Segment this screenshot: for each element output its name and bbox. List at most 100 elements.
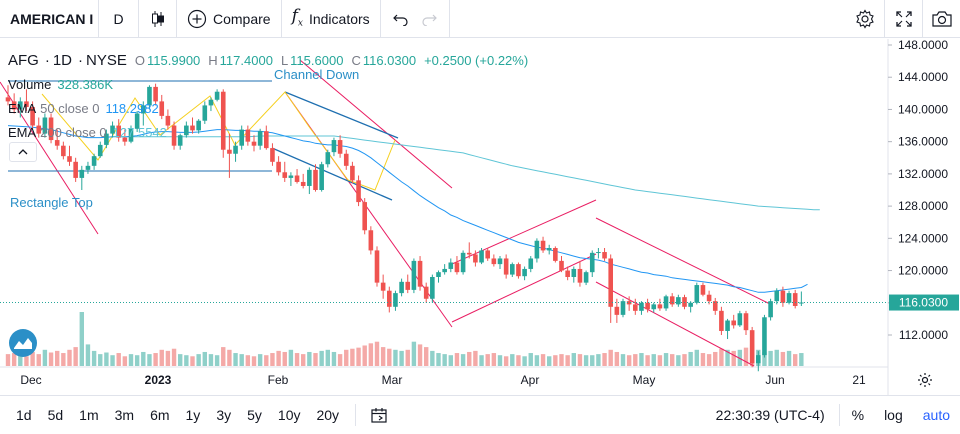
candle-body: [780, 290, 786, 303]
range-button-5d[interactable]: 5d: [47, 406, 64, 423]
compare-button[interactable]: Compare: [177, 0, 282, 38]
chevron-up-icon: [18, 149, 28, 155]
volume-bar: [122, 356, 128, 366]
volume-bar: [42, 349, 48, 366]
volume-bar: [706, 354, 712, 366]
volume-bar: [171, 348, 177, 366]
candle-body: [79, 169, 85, 178]
range-button-6m[interactable]: 6m: [150, 406, 170, 423]
candle-body: [177, 135, 183, 146]
range-button-1d[interactable]: 1d: [16, 406, 32, 423]
legend-ema50-row[interactable]: EMA 50 close 0 118.2982: [8, 96, 536, 120]
volume-bar: [85, 344, 91, 366]
candle-body: [313, 169, 318, 190]
candle-body: [18, 101, 23, 110]
price-chart[interactable]: 148.0000 144.0000 140.0000 136.0000 132.0000…: [0, 39, 960, 395]
candle-body: [61, 145, 66, 157]
candle-body: [792, 293, 798, 306]
goto-date-button[interactable]: [364, 406, 394, 424]
volume-bar: [18, 355, 23, 366]
range-button-20y[interactable]: 20y: [316, 406, 340, 423]
low-value: 115.6000: [290, 52, 344, 68]
log-toggle[interactable]: log: [884, 407, 903, 423]
open-value: 115.9900: [147, 52, 201, 68]
percent-toggle[interactable]: %: [851, 407, 865, 423]
volume-bar: [30, 351, 35, 366]
interval-selector[interactable]: D: [99, 0, 139, 38]
volume-bar: [602, 353, 607, 366]
change-value: +0.2500 (+0.22%): [424, 52, 529, 68]
range-button-3y[interactable]: 3y: [216, 406, 232, 423]
symbol-search[interactable]: AMERICAN I: [0, 0, 99, 38]
range-button-5y[interactable]: 5y: [247, 406, 262, 423]
channel-down-line: [271, 147, 393, 201]
legend-ema200-row[interactable]: EMA 200 close 0 127.5542: [8, 120, 536, 144]
volume-bar: [374, 341, 380, 366]
time-tick-label: 2023: [144, 373, 172, 387]
volume-bar: [528, 353, 533, 366]
candle-body: [85, 165, 91, 170]
time-range-group: 1d 5d 1m 3m 6m 1y 3y 5y 10y 20y: [0, 407, 347, 423]
volume-bar: [245, 355, 251, 366]
chart-area[interactable]: 148.0000 144.0000 140.0000 136.0000 132.0000…: [0, 39, 960, 395]
tradingview-logo-icon[interactable]: [9, 329, 37, 357]
candle-body: [245, 129, 251, 142]
indicators-button[interactable]: fx Indicators: [282, 0, 381, 38]
candle-body: [694, 285, 700, 303]
volume-bar: [559, 354, 564, 366]
range-button-10y[interactable]: 10y: [277, 406, 301, 423]
volume-bar: [442, 354, 447, 366]
clock[interactable]: 22:30:39 (UTC-4): [715, 407, 825, 423]
candle-body: [749, 330, 755, 364]
candle-body: [491, 258, 497, 265]
channel-line: [451, 199, 597, 265]
screenshot-button[interactable]: [922, 0, 960, 38]
volume-bar: [362, 345, 367, 366]
volume-bar: [682, 354, 687, 366]
candle-body: [153, 86, 158, 102]
volume-bar: [307, 351, 312, 366]
volume-bar: [688, 351, 693, 366]
candle-body: [214, 91, 220, 100]
candle-body: [227, 149, 232, 154]
volume-bar: [67, 349, 72, 366]
volume-value: 328.386K: [57, 76, 114, 92]
volume-bar: [134, 355, 140, 366]
candle-body: [374, 250, 380, 283]
redo-icon: [422, 14, 437, 26]
candle-body: [676, 297, 681, 305]
volume-bar: [313, 353, 318, 366]
volume-bar: [98, 354, 103, 366]
fullscreen-button[interactable]: [884, 0, 922, 38]
candle-body: [257, 131, 263, 146]
candle-body: [294, 175, 300, 182]
volume-bar: [645, 355, 650, 366]
candle-body: [380, 282, 386, 291]
settings-button[interactable]: [846, 0, 884, 38]
channel-line: [451, 253, 597, 323]
indicators-label: Indicators: [308, 10, 370, 27]
chart-type-button[interactable]: [139, 0, 177, 38]
undo-button[interactable]: [381, 0, 415, 38]
time-axis[interactable]: Dec 2023 Feb Mar Apr May Jun 21: [0, 367, 888, 395]
axis-settings-gear-icon[interactable]: [917, 372, 933, 393]
legend-exchange: NYSE: [86, 51, 127, 69]
ema50-value: 118.2982: [105, 100, 159, 116]
range-button-1y[interactable]: 1y: [185, 406, 201, 423]
volume-bar: [208, 354, 214, 366]
volume-bar: [239, 354, 244, 366]
range-button-3m[interactable]: 3m: [114, 406, 135, 423]
range-button-1m[interactable]: 1m: [79, 406, 99, 423]
redo-button[interactable]: [415, 0, 450, 38]
candle-body: [350, 165, 355, 181]
legend-volume-row[interactable]: Volume 328.386K: [8, 72, 536, 96]
volume-bar: [540, 354, 546, 366]
legend-ticker: AFG: [8, 51, 39, 69]
legend-collapse-button[interactable]: [9, 142, 37, 162]
volume-bar: [577, 354, 583, 366]
auto-toggle[interactable]: auto: [922, 407, 950, 423]
candle-body: [614, 306, 620, 315]
volume-bar: [5, 354, 11, 366]
candle-body: [42, 117, 48, 134]
volume-bar: [460, 354, 466, 366]
